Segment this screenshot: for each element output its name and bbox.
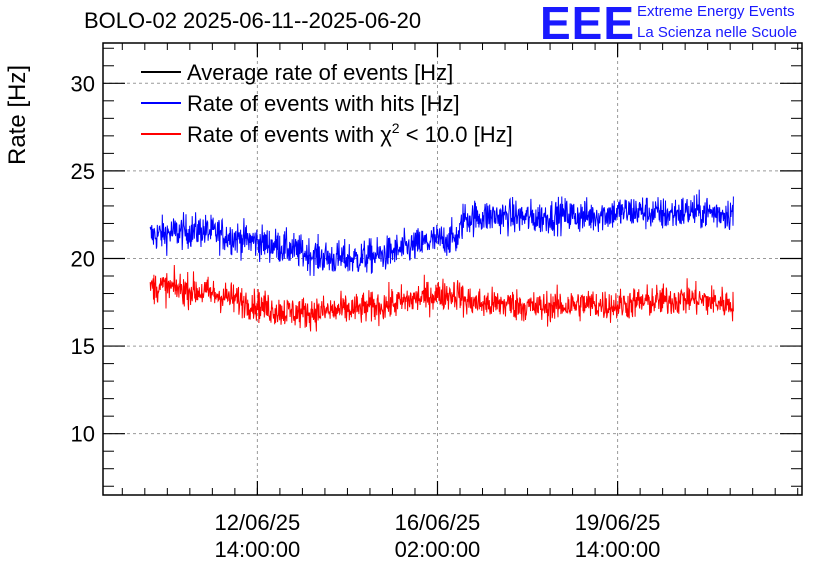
legend-label: Rate of events with χ2 < 10.0 [Hz] <box>187 120 513 147</box>
legend-label: Average rate of events [Hz] <box>187 60 453 85</box>
x-tick-label-time: 14:00:00 <box>575 537 661 562</box>
plot-frame <box>102 42 803 496</box>
y-tick-label: 20 <box>71 246 95 271</box>
x-tick-label-date: 12/06/25 <box>215 510 301 535</box>
chart-series <box>149 189 734 332</box>
y-tick-label: 30 <box>71 71 95 96</box>
x-tick-label-time: 14:00:00 <box>215 537 301 562</box>
x-tick-label-date: 19/06/25 <box>575 510 661 535</box>
x-tick-label-date: 16/06/25 <box>395 510 481 535</box>
logo-subtitle-2: La Scienza nelle Scuole <box>637 24 798 41</box>
axis-tick-labels: 101520253012/06/2514:00:0016/06/2502:00:… <box>71 71 661 562</box>
series-chi2-line <box>149 264 734 332</box>
grid-lines <box>103 43 802 495</box>
eee-logo: EEE <box>540 0 636 49</box>
y-axis-label: Rate [Hz] <box>4 64 31 165</box>
legend-label: Rate of events with hits [Hz] <box>187 91 460 116</box>
x-tick-label-time: 02:00:00 <box>395 537 481 562</box>
legend: Average rate of events [Hz] Rate of event… <box>141 60 513 147</box>
y-tick-label: 25 <box>71 159 95 184</box>
y-tick-label: 10 <box>71 422 95 447</box>
y-tick-label: 15 <box>71 334 95 359</box>
series-hits-line <box>149 189 734 277</box>
axis-ticks <box>103 43 802 495</box>
logo-subtitle-1: Extreme Energy Events <box>637 3 795 20</box>
chart-title: BOLO-02 2025-06-11--2025-06-20 <box>84 8 422 33</box>
